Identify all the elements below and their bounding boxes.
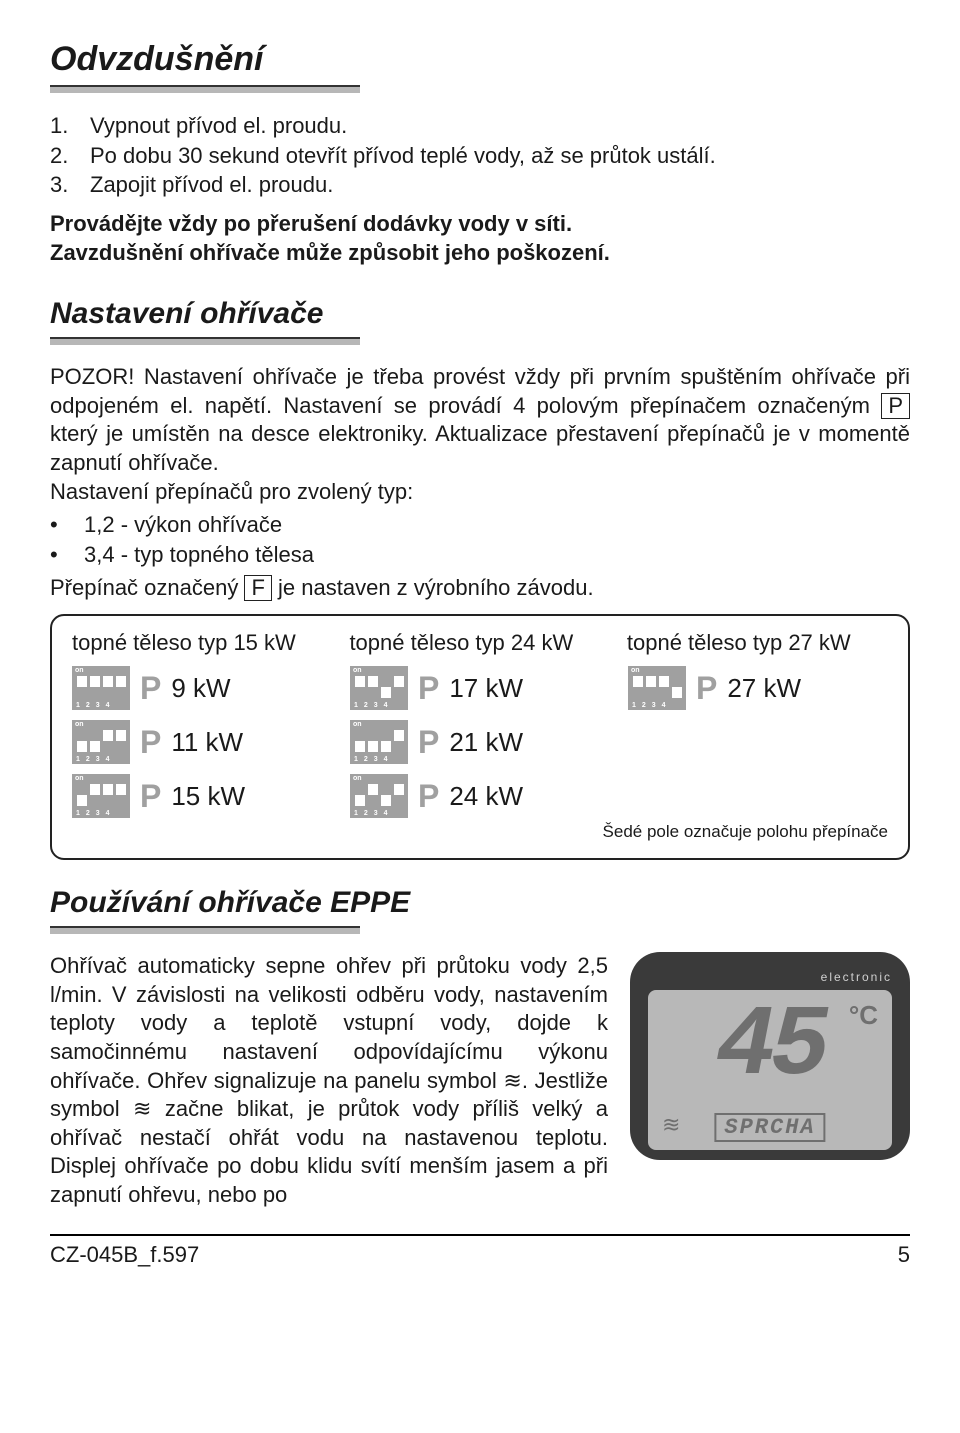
body-paragraph: Přepínač označený F je nastaven z výrobn… (50, 574, 910, 603)
page-footer: CZ-045B_f.597 5 (50, 1234, 910, 1268)
bullet-text: 3,4 - typ topného tělesa (84, 540, 314, 570)
section-pouzivani: Používání ohřívače EPPE Ohřívač automati… (50, 886, 910, 1209)
dip-switch-icon: on1234 (350, 666, 408, 710)
config-table: topné těleso typ 15 kW topné těleso typ … (50, 614, 910, 860)
config-row: on1234 P 9 kW (72, 666, 332, 710)
config-row: on1234 P 27 kW (628, 666, 888, 710)
lcd-screen: °C 45 ≋ SPRCHA (648, 990, 892, 1150)
heading-nastaveni: Nastavení ohřívače (50, 297, 910, 331)
p-box-icon: P (881, 393, 910, 419)
config-header: topné těleso typ 24 kW (349, 630, 610, 656)
heading-rule (50, 337, 360, 345)
heading-rule (50, 926, 360, 934)
dip-switch-icon: on1234 (72, 666, 130, 710)
config-value: 17 kW (449, 673, 523, 704)
config-row: on1234 P 21 kW (350, 720, 610, 764)
config-note: Šedé pole označuje polohu přepínače (72, 822, 888, 842)
bullet-dot: • (50, 510, 70, 540)
p-label: P (140, 778, 161, 815)
list-num: 1. (50, 111, 76, 141)
lcd-heat-icon: ≋ (662, 1112, 680, 1138)
bullet-text: 1,2 - výkon ohřívače (84, 510, 282, 540)
config-value: 21 kW (449, 727, 523, 758)
dip-switch-icon: on1234 (350, 774, 408, 818)
config-value: 9 kW (171, 673, 230, 704)
config-column: on1234 P 17 kW on1234 P 21 kW on1234 P 24 kW (350, 666, 610, 818)
dip-switch-icon: on1234 (72, 720, 130, 764)
config-grid: on1234P9 kWon1234P11 kWon1234P15 kWon123… (72, 666, 888, 818)
config-value: 15 kW (171, 781, 245, 812)
list-text: Vypnout přívod el. proudu. (90, 111, 347, 141)
dip-switch-icon: on1234 (628, 666, 686, 710)
config-value: 11 kW (171, 727, 243, 758)
config-row: on1234 P 15 kW (72, 774, 332, 818)
p-label: P (140, 670, 161, 707)
dip-switch-icon: on1234 (350, 720, 408, 764)
config-column: on1234 P 27 kW (628, 666, 888, 818)
dip-switch-icon: on1234 (72, 774, 130, 818)
p-label: P (418, 778, 439, 815)
heading-rule (50, 85, 360, 93)
list-text: Zapojit přívod el. proudu. (90, 170, 333, 200)
list-num: 3. (50, 170, 76, 200)
body-paragraph: Nastavení přepínačů pro zvolený typ: (50, 478, 910, 507)
panel-brand-label: electronic (648, 970, 892, 984)
config-header-row: topné těleso typ 15 kW topné těleso typ … (72, 630, 888, 656)
footer-page-number: 5 (898, 1242, 910, 1268)
config-value: 24 kW (449, 781, 523, 812)
config-row: on1234 P 24 kW (350, 774, 610, 818)
p-label: P (418, 724, 439, 761)
config-value: 27 kW (727, 673, 801, 704)
config-column: on1234 P 9 kW on1234 P 11 kW on1234 P 15 kW (72, 666, 332, 818)
ordered-list: 1. Vypnout přívod el. proudu. 2. Po dobu 3… (50, 111, 910, 200)
list-text: Po dobu 30 sekund otevřít přívod teplé v… (90, 141, 716, 171)
list-num: 2. (50, 141, 76, 171)
lcd-unit: °C (849, 1000, 878, 1031)
heat-symbol-icon: ≋ (503, 1068, 521, 1093)
config-header: topné těleso typ 15 kW (72, 630, 333, 656)
footer-doc-id: CZ-045B_f.597 (50, 1242, 199, 1268)
p-label: P (418, 670, 439, 707)
config-row: on1234 P 17 kW (350, 666, 610, 710)
heater-display-panel: electronic °C 45 ≋ SPRCHA (630, 952, 910, 1160)
section-nastaveni: Nastavení ohřívače POZOR! Nastavení ohří… (50, 297, 910, 860)
heading-odvzdusneni: Odvzdušnění (50, 40, 910, 79)
body-paragraph: POZOR! Nastavení ohřívače je třeba prové… (50, 363, 910, 477)
heading-pouzivani: Používání ohřívače EPPE (50, 886, 910, 920)
section-odvzdusneni: Odvzdušnění 1. Vypnout přívod el. proudu.… (50, 40, 910, 267)
bullet-dot: • (50, 540, 70, 570)
lcd-mode: SPRCHA (714, 1113, 825, 1142)
config-header: topné těleso typ 27 kW (627, 630, 888, 656)
p-label: P (140, 724, 161, 761)
p-label: P (696, 670, 717, 707)
heat-symbol-icon: ≋ (133, 1096, 151, 1121)
usage-paragraph: Ohřívač automaticky sepne ohřev při průt… (50, 952, 608, 1209)
bullet-list: • 1,2 - výkon ohřívače • 3,4 - typ topného… (50, 510, 910, 569)
warning-text: Provádějte vždy po přerušení dodávky vod… (50, 210, 910, 267)
config-row: on1234 P 11 kW (72, 720, 332, 764)
f-box-icon: F (244, 575, 271, 601)
